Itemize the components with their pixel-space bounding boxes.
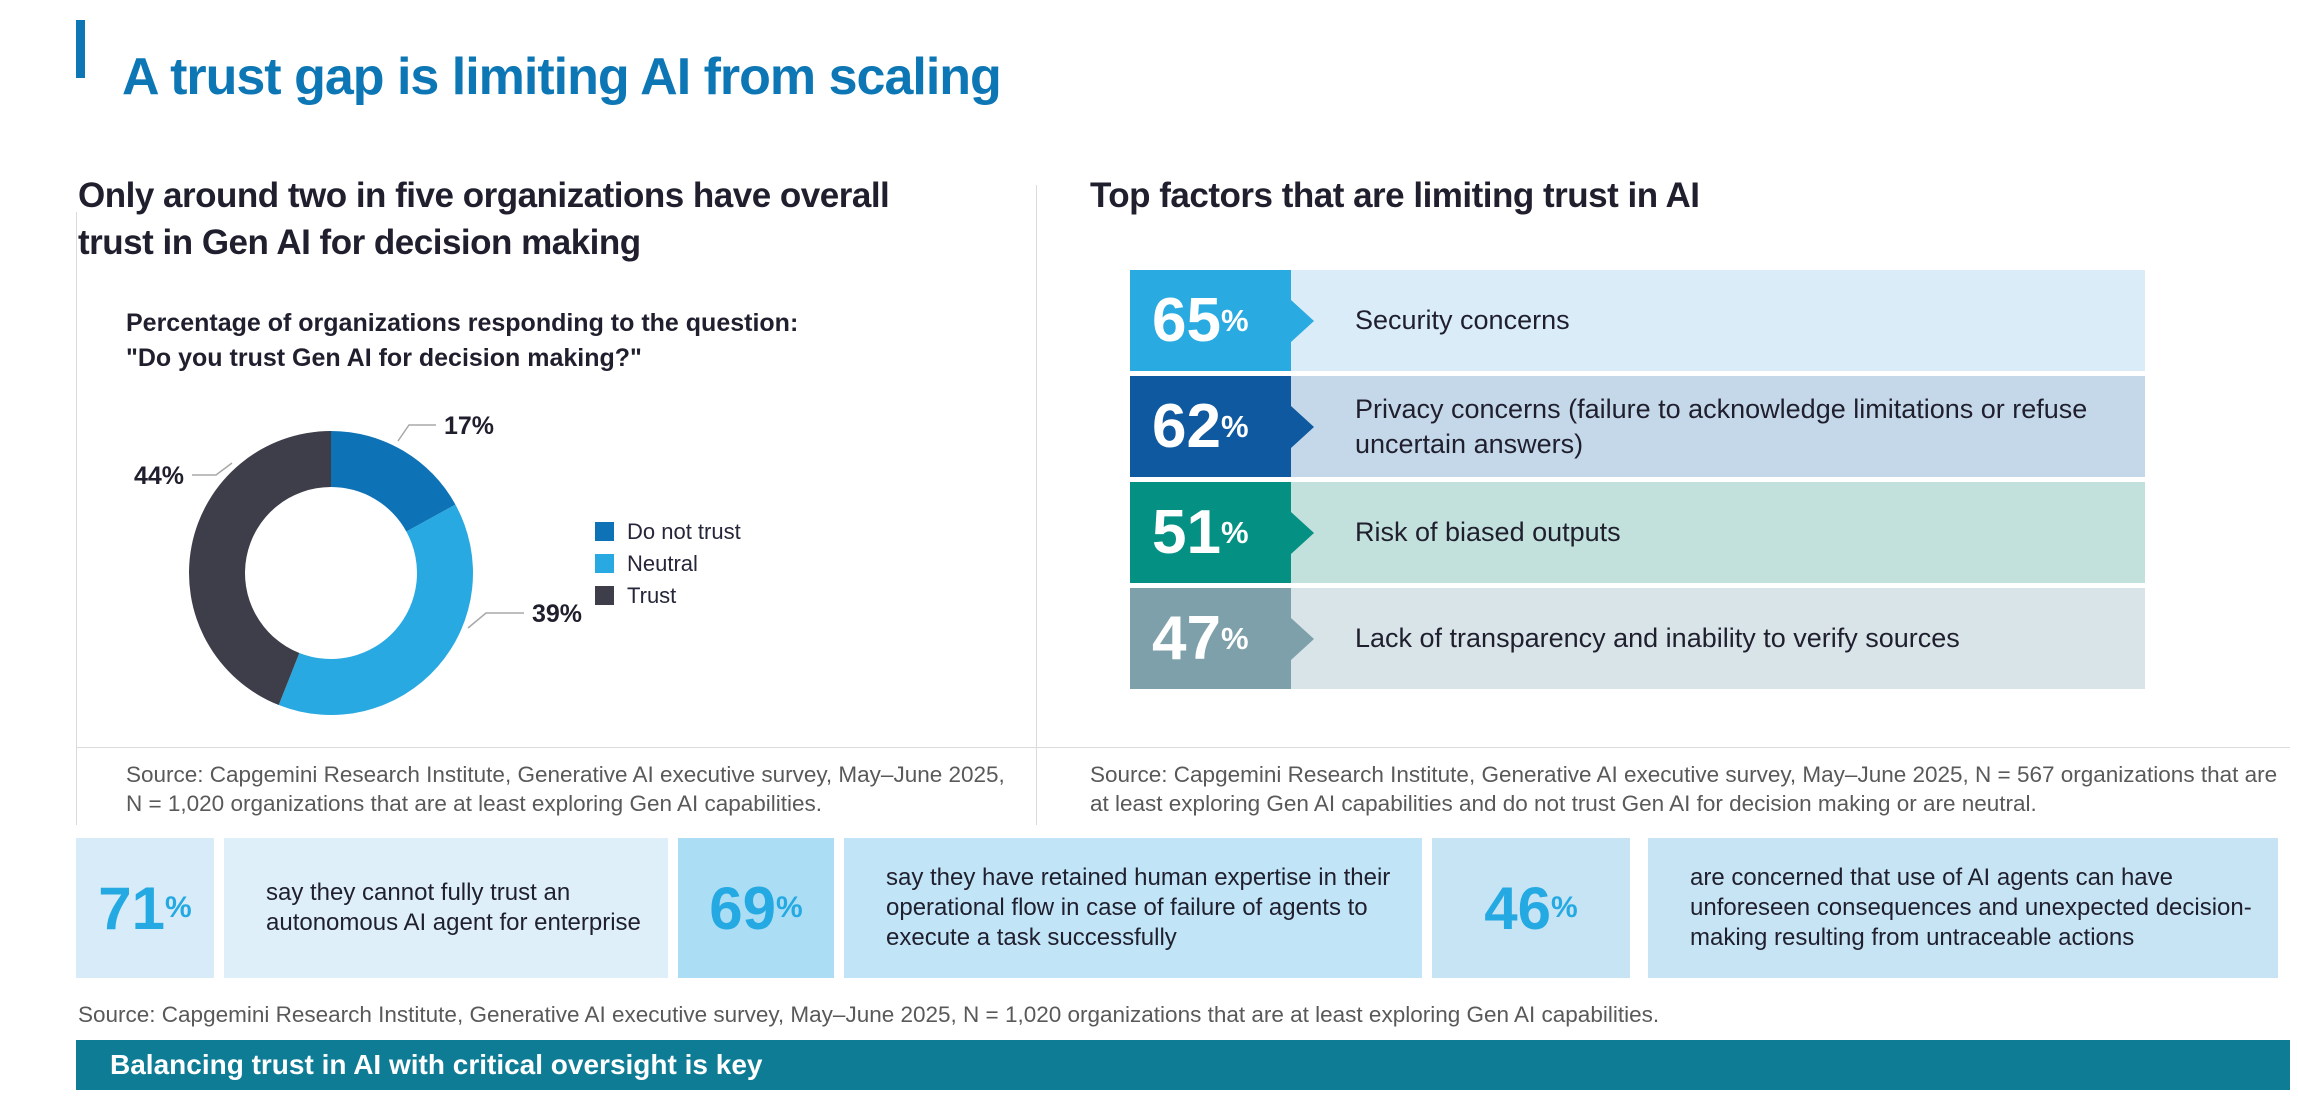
- left-panel-source: Source: Capgemini Research Institute, Ge…: [126, 762, 1005, 816]
- factor-label-cell: Security concerns: [1291, 270, 2145, 371]
- stat-text-69: say they have retained human expertise i…: [844, 838, 1422, 978]
- donut-label-trust: 44%: [134, 462, 184, 490]
- factor-value-number: 65: [1152, 286, 1221, 355]
- factor-arrow-icon: [1291, 511, 1314, 554]
- percent-sign: %: [1220, 302, 1249, 338]
- donut-chart-subtitle: Percentage of organizations responding t…: [126, 306, 926, 376]
- factor-value-number: 47: [1152, 604, 1221, 673]
- factor-row-bias: 51% Risk of biased outputs: [1130, 482, 2145, 583]
- factor-arrow-icon: [1291, 405, 1314, 448]
- factor-arrow-icon: [1291, 617, 1314, 660]
- donut-label-do-not-trust: 17%: [444, 412, 494, 440]
- legend-swatch-trust: [595, 586, 614, 605]
- legend-label-do-not-trust: Do not trust: [627, 519, 741, 544]
- factor-row-security: 65% Security concerns: [1130, 270, 2145, 371]
- factor-label-cell: Privacy concerns (failure to acknowledge…: [1291, 376, 2145, 477]
- legend-item-trust: Trust: [595, 583, 741, 608]
- percent-sign: %: [165, 891, 192, 924]
- legend-swatch-do-not-trust: [595, 522, 614, 541]
- factor-label-cell: Lack of transparency and inability to ve…: [1291, 588, 2145, 689]
- factor-value-number: 51: [1152, 498, 1221, 567]
- donut-leader-neutral: [467, 612, 524, 629]
- factor-row-transparency: 47% Lack of transparency and inability t…: [1130, 588, 2145, 689]
- donut-leader-do-not-trust: [397, 424, 436, 442]
- factor-value-bias: 51%: [1130, 482, 1291, 583]
- stat-value-71: 71%: [76, 838, 214, 978]
- percent-sign: %: [1220, 408, 1249, 444]
- legend-label-trust: Trust: [627, 583, 677, 608]
- page-title: A trust gap is limiting AI from scaling: [122, 47, 1002, 106]
- stat-text-46: are concerned that use of AI agents can …: [1648, 838, 2278, 978]
- panel-divider: [1036, 185, 1037, 825]
- stat-value-69: 69%: [678, 838, 834, 978]
- factor-label-privacy: Privacy concerns (failure to acknowledge…: [1355, 393, 2088, 459]
- percent-sign: %: [776, 891, 803, 924]
- takeaway-banner: Balancing trust in AI with critical over…: [76, 1040, 2290, 1090]
- stat-number: 69: [709, 874, 777, 942]
- stat-description: say they cannot fully trust an autonomou…: [266, 879, 641, 936]
- factor-label-security: Security concerns: [1355, 305, 1570, 335]
- right-panel-heading: Top factors that are limiting trust in A…: [1090, 176, 1700, 215]
- percent-sign: %: [1220, 514, 1249, 550]
- stat-number: 46: [1484, 874, 1552, 942]
- stat-number: 71: [98, 874, 166, 942]
- factor-value-security: 65%: [1130, 270, 1291, 371]
- factor-label-bias: Risk of biased outputs: [1355, 517, 1621, 547]
- title-accent-bar: [76, 20, 85, 78]
- stat-text-71: say they cannot fully trust an autonomou…: [224, 838, 668, 978]
- donut-leader-trust: [192, 462, 233, 476]
- donut-chart-subtitle-line2: "Do you trust Gen AI for decision making…: [126, 344, 642, 372]
- legend-item-neutral: Neutral: [595, 551, 741, 576]
- donut-slice-do-not-trust: [331, 431, 456, 532]
- legend-swatch-neutral: [595, 554, 614, 573]
- factor-label-transparency: Lack of transparency and inability to ve…: [1355, 623, 1960, 653]
- donut-legend: Do not trust Neutral Trust: [595, 519, 741, 618]
- factor-value-privacy: 62%: [1130, 376, 1291, 477]
- stat-description: are concerned that use of AI agents can …: [1690, 864, 2252, 951]
- donut-label-neutral: 39%: [532, 600, 582, 628]
- stat-value-46: 46%: [1432, 838, 1630, 978]
- legend-item-do-not-trust: Do not trust: [595, 519, 741, 544]
- source-divider-rule: [76, 747, 2290, 748]
- limiting-factors-chart: 65% Security concerns 62% Privacy concer…: [1130, 270, 2145, 689]
- takeaway-banner-text: Balancing trust in AI with critical over…: [110, 1049, 763, 1080]
- donut-slice-neutral: [278, 504, 473, 715]
- left-panel-heading: Only around two in five organizations ha…: [78, 176, 890, 262]
- right-panel-source: Source: Capgemini Research Institute, Ge…: [1090, 762, 2278, 816]
- factor-label-cell: Risk of biased outputs: [1291, 482, 2145, 583]
- factor-value-number: 62: [1152, 392, 1221, 461]
- donut-slice-trust: [188, 430, 331, 706]
- left-panel-border: [76, 212, 77, 825]
- factor-row-privacy: 62% Privacy concerns (failure to acknowl…: [1130, 376, 2145, 477]
- percent-sign: %: [1220, 620, 1249, 656]
- stat-description: say they have retained human expertise i…: [886, 864, 1391, 951]
- factor-value-transparency: 47%: [1130, 588, 1291, 689]
- factor-arrow-icon: [1291, 299, 1314, 342]
- donut-chart: 17% 39% 44%: [134, 412, 582, 715]
- percent-sign: %: [1551, 891, 1578, 924]
- legend-label-neutral: Neutral: [627, 551, 698, 576]
- donut-chart-subtitle-line1: Percentage of organizations responding t…: [126, 309, 799, 337]
- key-stats-source: Source: Capgemini Research Institute, Ge…: [78, 1002, 1660, 1027]
- donut-slices: [188, 430, 473, 715]
